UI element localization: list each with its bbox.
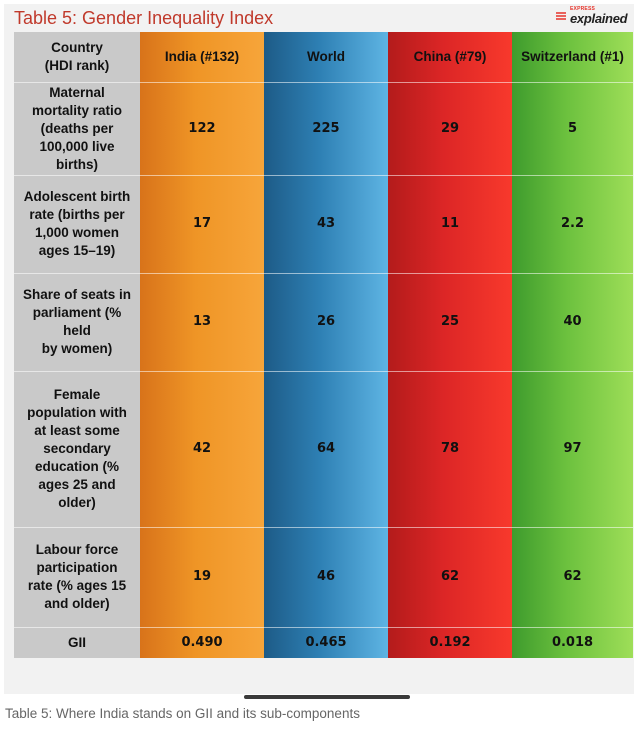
label-line: Share of seats in [22,287,132,302]
label-line: Female [53,387,101,402]
label-line: Adolescent birth [23,189,131,204]
label-line: parliament (% [32,305,122,320]
value-cell-switzerland-1: 40 [563,314,582,329]
label-line: Country [51,40,103,55]
brand-logo: EXPRESS explained [556,6,632,30]
value-cell-china-79: 62 [440,569,460,584]
label-line: (HDI rank) [44,58,110,73]
row-label-maternal-mortality-ratio-deaths-per-100-: Maternal mortality ratio (deaths per 100,00… [14,82,140,175]
value-cell-china-79: 25 [440,314,460,329]
label-line: education (% [34,459,119,474]
row-label-adolescent-birth-rate-births-per-1-000-w: Adolescent birth rate (births per 1,000 wo… [14,175,140,273]
brand-main-text: explained [570,11,628,26]
label-line: at least some [34,423,120,438]
label-line: (deaths per [40,120,114,136]
row-label-labour-force-participation-rate-ages-15-: Labour force participation rate (% ages 15… [14,527,140,627]
label-line: secondary [43,441,111,456]
india-column-background [140,32,264,658]
value-cell-switzerland-1: 2.2 [560,216,585,231]
value-cell-india-132: 122 [188,120,216,136]
gii-table: Country (HDI rank) India (#132) World China … [14,32,633,688]
label-line: births) [56,156,98,172]
value-cell-switzerland-1: 5 [567,120,578,136]
row-separator [14,371,633,372]
row-label-gii: GII [14,627,140,658]
row-separator [14,82,633,83]
label-line: rate (% ages 15 [27,578,127,593]
horizontal-scrollbar[interactable] [244,695,410,699]
label-line: by women) [41,341,113,356]
label-column-background [14,32,140,658]
value-cell-world: 0.465 [305,634,347,650]
value-cell-switzerland-1: 0.018 [551,634,594,650]
value-cell-china-79: 11 [440,216,460,231]
value-cell-china-79: 29 [440,120,460,136]
value-cell-india-132: 13 [192,314,212,329]
label-line: ages 15–19) [38,243,116,258]
value-cell-india-132: 42 [192,441,212,456]
value-cell-china-79: 78 [440,441,460,456]
row-separator [14,175,633,176]
value-cell-world: 64 [316,441,336,456]
value-cell-world: 26 [316,314,336,329]
china-column-background [388,32,512,658]
value-cell-switzerland-1: 97 [563,441,582,456]
label-line: Maternal [49,84,105,100]
value-cell-world: 225 [312,120,340,136]
switzerland-column-background [512,32,633,658]
brand-small-text: EXPRESS [570,6,596,12]
column-header-china-79: China (#79) [413,49,487,64]
value-cell-india-132: 17 [192,216,212,231]
value-cell-world: 46 [316,569,336,584]
label-line: mortality ratio [31,102,123,118]
value-cell-switzerland-1: 62 [563,569,582,584]
label-line: and older) [44,596,110,611]
label-line: Labour force [35,542,119,557]
world-column-background [264,32,388,658]
value-cell-world: 43 [316,216,336,231]
value-cell-china-79: 0.192 [429,634,471,650]
value-cell-india-132: 19 [192,569,212,584]
row-label-share-of-seats-in-parliament-held-by-wom: Share of seats in parliament (% held by wom… [14,273,140,371]
label-line: population with [27,405,127,420]
value-cell-india-132: 0.490 [181,634,223,650]
label-line: 100,000 live [39,138,115,154]
column-header-world: World [307,49,345,64]
table-title: Table 5: Gender Inequality Index [14,8,274,28]
row-label-female-population-with-at-least-some-sec: Female population with at least some second… [14,371,140,527]
figure-panel: Table 5: Gender Inequality Index EXPRESS… [4,4,634,699]
label-line: GII [67,634,86,650]
header-country-label: Country (HDI rank) [14,32,140,82]
row-separator [14,527,633,528]
brand-mark-icon [556,12,566,20]
column-header-switzerland-1: Switzerland (#1) [521,49,624,64]
label-line: participation [36,560,118,575]
label-line: older) [58,495,96,510]
label-line: ages 25 and [38,477,116,492]
row-separator [14,627,633,628]
figure-caption: Table 5: Where India stands on GII and i… [5,706,360,721]
label-line: 1,000 women [34,225,120,240]
label-line: rate (births per [29,207,125,222]
column-header-india-132: India (#132) [164,49,240,64]
row-separator [14,273,633,274]
label-line: held [63,323,91,338]
